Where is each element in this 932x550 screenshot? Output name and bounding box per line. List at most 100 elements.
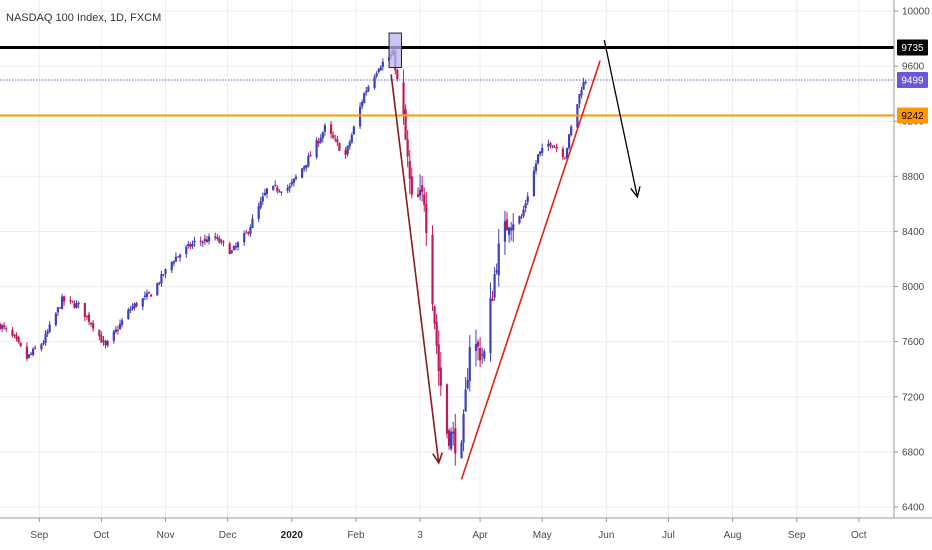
candle-body [319,137,322,143]
candle-body [423,194,426,205]
candle-body [361,101,364,107]
candle-body [381,61,384,67]
candle-body [178,254,182,258]
candle-body [77,302,80,305]
time-tick-label: Oct [851,530,867,541]
candle-body [48,324,51,332]
price-tick-label: 6400 [902,502,925,513]
arrow-head-3 [630,186,641,199]
candle-body [263,192,266,196]
candle-body [408,161,411,179]
level-badge-9499 [897,72,928,89]
candle-body [510,227,513,231]
time-tick-label: Dec [219,530,237,541]
price-tick-label: 10000 [902,7,930,18]
candle-body [236,242,240,248]
level-label-9735: 9735 [901,43,924,54]
candle-body [112,331,115,341]
candle-body [25,346,29,359]
candle-body [379,67,382,71]
time-tick-label: Jun [598,530,614,541]
arrow-head-2 [432,452,444,465]
time-axis-panel[interactable] [0,518,894,550]
candle-body [404,109,407,140]
candle-body [100,335,103,343]
candle-body [288,185,291,189]
candle-body [172,261,175,264]
candle-body [69,300,72,302]
drawings [388,32,641,480]
trend-line-1 [460,60,601,480]
candle-body [578,94,581,104]
candle-body [135,302,138,307]
candle-body [532,170,536,196]
level-label-9499: 9499 [901,76,924,87]
candle-body [42,342,45,345]
candle-body [539,151,542,155]
candle-body [512,224,515,231]
candle-body [201,241,204,243]
candle-body [450,431,453,449]
price-tick-label: 7600 [902,337,925,348]
candle-body [131,306,134,309]
candle-body [373,76,376,89]
candle-body [338,143,341,151]
time-tick-label: 2020 [281,530,304,541]
candle-body [234,246,238,248]
candle-body [278,191,281,193]
candle-body [145,292,149,297]
candle-body [439,367,442,386]
candle-body [44,333,47,344]
candle-body [176,256,180,258]
time-axis-ticks: Sep Oct Nov Dec 2020 Feb 3 Apr May Jun Jul Aug Sep Oc… [30,518,867,541]
candle-body [507,227,511,235]
candle-body [34,347,37,349]
candle-body [0,325,4,329]
candle-body [214,236,217,239]
candle-body [563,158,567,160]
candle-body [433,306,436,324]
candle-body [476,341,480,347]
candle-body [294,176,298,179]
candle-body [87,314,91,322]
candle-body [251,218,254,229]
candle-body [466,379,469,389]
price-tick-label: 6800 [902,447,925,458]
candle-body [321,132,324,139]
candle-body [276,187,279,192]
candle-body [102,340,105,342]
candle-body [189,244,192,247]
candle-body [402,82,405,114]
candle-body [447,430,451,446]
candle-body [11,329,14,336]
candle-body [207,236,211,242]
time-tick-label: Apr [472,530,488,541]
price-tick-label: 8000 [902,282,925,293]
candle-body [162,274,165,276]
candle-body [358,106,362,127]
candle-body [567,134,571,149]
candle-body [497,243,500,276]
candle-body [27,354,31,358]
grid [0,0,894,518]
candle-body [89,322,93,325]
candle-body [19,342,22,346]
candle-body [352,126,355,135]
candle-body [54,313,57,326]
candle-body [0,323,2,329]
candle-body [520,216,523,218]
time-tick-label: Jul [662,530,675,541]
candle-body [174,256,178,262]
candle-body [541,147,544,153]
candle-body [406,139,409,157]
candle-body [257,206,260,219]
candle-body [232,246,235,251]
candle-body [495,270,498,273]
candle-body [365,91,368,93]
candle-body [243,233,246,243]
candle-body [377,69,380,73]
level-badge-9735 [897,39,928,56]
highlight-box [388,32,402,69]
candle-body [425,204,428,233]
